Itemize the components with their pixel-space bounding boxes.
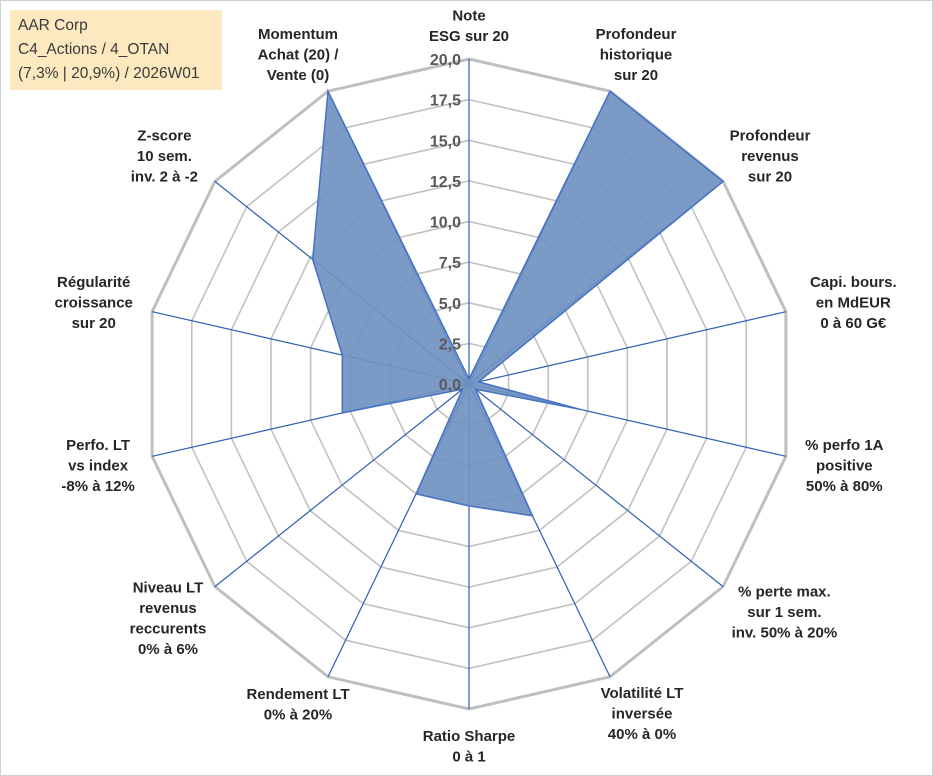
axis-label: Régularité croissance sur 20 [55, 274, 133, 332]
axis-label-line: Ratio Sharpe [423, 728, 516, 745]
axis-spoke [468, 311, 787, 385]
axis-label-line: Note [452, 8, 485, 25]
axis-label-line: sur 20 [614, 67, 658, 84]
period-label: (7,3% | 20,9%) / 2026W01 [18, 65, 200, 82]
axis-label-line: Achat (20) / [258, 47, 340, 64]
axis-label-line: positive [816, 457, 873, 474]
tick-label: 12,5 [430, 174, 461, 191]
tick-label: 15,0 [430, 133, 461, 150]
axis-label-line: Volatilité LT [601, 685, 684, 702]
axis-label: Niveau LT revenus reccurents 0% à 6% [130, 580, 207, 659]
axis-label-line: en MdEUR [816, 295, 891, 312]
axis-label-line: inv. 2 à -2 [131, 169, 198, 186]
tick-label: 7,5 [439, 255, 461, 272]
axis-label-line: sur 20 [748, 169, 792, 186]
axis-label-line: 40% à 0% [608, 726, 676, 743]
axis-label-line: 10 sem. [137, 148, 192, 165]
axis-label-line: croissance [55, 295, 133, 312]
axis-label-line: -8% à 12% [61, 478, 134, 495]
tick-label: 2,5 [439, 336, 461, 353]
axis-label-line: inv. 50% à 20% [732, 624, 838, 641]
axis-label-line: inversée [612, 705, 673, 722]
axis-spoke [214, 383, 470, 588]
axis-label: Perfo. LT vs index -8% à 12% [61, 437, 134, 495]
axis-label-line: Régularité [57, 274, 130, 291]
axis-label: % perte max. sur 1 sem. inv. 50% à 20% [732, 583, 838, 641]
axis-labels: Note ESG sur 20 Profondeur historique sur 20… [55, 8, 897, 766]
axis-label-line: % perfo 1A [805, 437, 884, 454]
tick-label: 20,0 [430, 52, 461, 69]
axis-label: Profondeur revenus sur 20 [730, 128, 811, 186]
axis-label: Z-score 10 sem. inv. 2 à -2 [131, 128, 198, 186]
axis-label-line: % perte max. [738, 583, 831, 600]
axis-label-line: Z-score [137, 128, 191, 145]
axis-label-line: Rendement LT [246, 686, 349, 703]
tick-labels: 0,0 2,5 5,0 7,5 10,0 12,5 15,0 17,5 20,0 [430, 52, 461, 394]
axis-label: Note ESG sur 20 [429, 8, 509, 46]
axis-label-line: vs index [68, 457, 129, 474]
axis-spoke [468, 383, 724, 588]
axis-label-line: ESG sur 20 [429, 28, 509, 45]
tick-label: 17,5 [430, 93, 461, 110]
info-box: AAR Corp C4_Actions / 4_OTAN (7,3% | 20,… [10, 10, 222, 90]
axis-label: Capi. bours. en MdEUR 0 à 60 G€ [810, 274, 897, 332]
tick-label: 5,0 [439, 296, 461, 313]
axis-label-line: revenus [741, 148, 799, 165]
tick-label: 10,0 [430, 215, 461, 232]
axis-label-line: Profondeur [730, 128, 811, 145]
axis-label: Rendement LT 0% à 20% [246, 686, 349, 724]
axis-label-line: revenus [139, 600, 197, 617]
axis-label-line: Profondeur [596, 26, 677, 43]
axis-label-line: 0% à 20% [264, 706, 332, 723]
data-series [311, 88, 725, 517]
axis-label-line: Capi. bours. [810, 274, 897, 291]
axis-label-line: Momentum [258, 26, 338, 43]
axis-label: Volatilité LT inversée 40% à 0% [601, 685, 684, 743]
axis-label-line: 0% à 6% [138, 641, 198, 658]
category-label: C4_Actions / 4_OTAN [18, 41, 170, 58]
axis-label-line: Perfo. LT [66, 437, 130, 454]
axis-label-line: sur 1 sem. [747, 604, 821, 621]
axis-label: Ratio Sharpe 0 à 1 [423, 728, 516, 766]
axis-label-line: 0 à 1 [452, 749, 485, 766]
axis-label-line: 0 à 60 G€ [820, 315, 887, 332]
company-name: AAR Corp [18, 17, 88, 34]
axis-label-line: Vente (0) [267, 67, 330, 84]
tick-label: 0,0 [439, 377, 461, 394]
axis-label: Momentum Achat (20) / Vente (0) [258, 26, 340, 84]
axis-label-line: sur 20 [72, 315, 116, 332]
series-area [311, 88, 725, 517]
axis-label-line: 50% à 80% [806, 478, 883, 495]
axis-label-line: Niveau LT [133, 580, 204, 597]
axis-label: Profondeur historique sur 20 [596, 26, 677, 84]
axis-label-line: historique [600, 47, 673, 64]
axis-label: % perfo 1A positive 50% à 80% [805, 437, 884, 495]
axis-label-line: reccurents [130, 621, 207, 638]
